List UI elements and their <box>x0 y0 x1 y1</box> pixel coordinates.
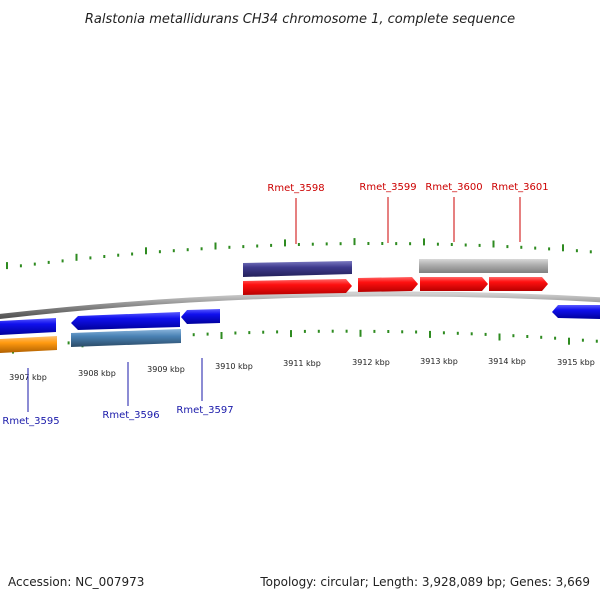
chromosome-backbone <box>0 291 600 319</box>
gene-rmet-3599-cds[interactable] <box>358 277 418 292</box>
kbp-label: 3911 kbp <box>283 359 321 368</box>
gene-labels-bottom: Rmet_3595 Rmet_3596 Rmet_3597 <box>2 358 234 427</box>
gene-labels-top: Rmet_3598 Rmet_3599 Rmet_3600 Rmet_3601 <box>267 182 549 244</box>
kbp-label: 3909 kbp <box>147 365 185 374</box>
gene-rmet-3598-feature[interactable] <box>243 261 352 277</box>
tick-row-upper <box>6 238 592 270</box>
gene-label-rmet-3595[interactable]: Rmet_3595 <box>2 416 59 427</box>
gene-rmet-3596-feature[interactable] <box>71 329 181 347</box>
gene-rmet-3595-cds[interactable] <box>0 318 56 335</box>
gene-label-rmet-3600[interactable]: Rmet_3600 <box>425 182 482 193</box>
kbp-label: 3912 kbp <box>352 358 390 367</box>
topology-summary: Topology: circular; Length: 3,928,089 bp… <box>259 575 590 589</box>
gene-label-rmet-3596[interactable]: Rmet_3596 <box>102 410 159 421</box>
gene-right-edge-cds[interactable] <box>552 305 600 319</box>
gene-label-rmet-3597[interactable]: Rmet_3597 <box>176 405 233 416</box>
gene-rmet-3597-cds[interactable] <box>181 309 220 324</box>
gene-rmet-3596-cds[interactable] <box>71 312 180 330</box>
accession-text: Accession: NC_007973 <box>8 575 144 589</box>
map-title: Ralstonia metallidurans CH34 chromosome … <box>85 12 515 27</box>
gene-label-rmet-3601[interactable]: Rmet_3601 <box>491 182 548 193</box>
kbp-label: 3915 kbp <box>557 358 595 367</box>
kbp-labels: 3907 kbp 3908 kbp 3909 kbp 3910 kbp 3911 kbp… <box>9 357 595 382</box>
kbp-label: 3914 kbp <box>488 357 526 366</box>
gene-rmet-3598-cds[interactable] <box>243 279 352 295</box>
kbp-label: 3913 kbp <box>420 357 458 366</box>
kbp-label: 3910 kbp <box>215 362 253 371</box>
gene-rmet-3600-feature[interactable] <box>419 259 548 273</box>
gene-rmet-3601-cds[interactable] <box>489 277 548 291</box>
gene-label-rmet-3598[interactable]: Rmet_3598 <box>267 183 324 194</box>
gene-label-rmet-3599[interactable]: Rmet_3599 <box>359 182 416 193</box>
kbp-label: 3908 kbp <box>78 369 116 378</box>
gene-rmet-3600-cds[interactable] <box>420 277 488 291</box>
gene-rmet-3595-feature[interactable] <box>0 336 57 353</box>
